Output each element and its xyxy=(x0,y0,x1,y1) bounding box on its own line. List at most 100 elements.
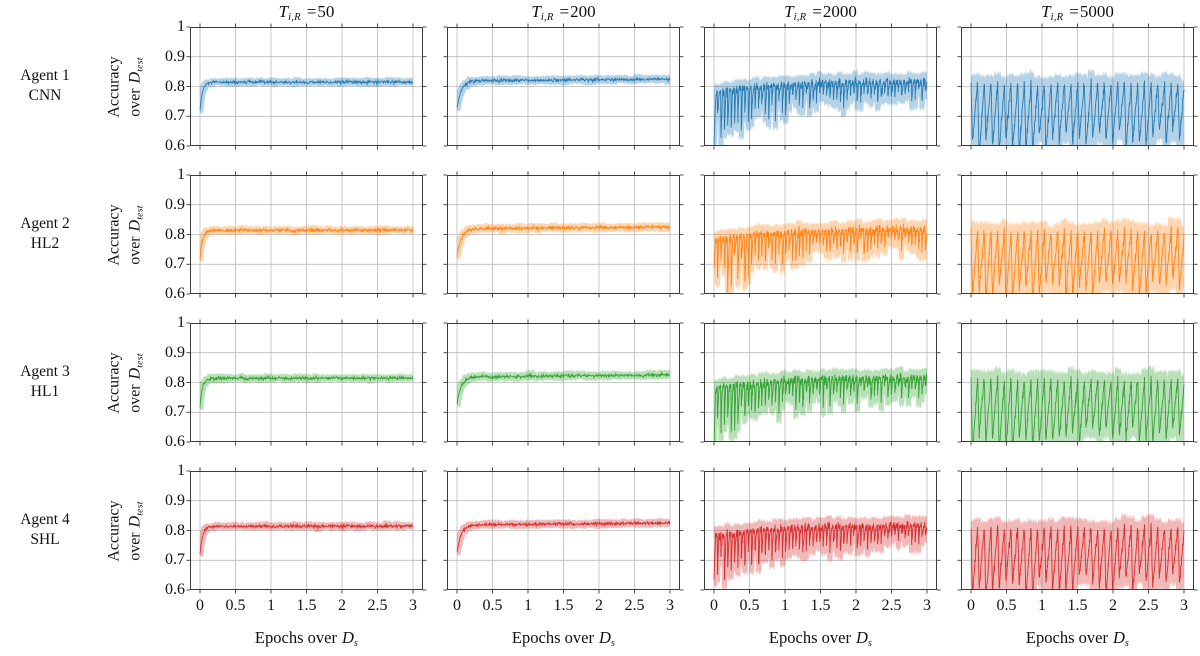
x-tick-label-2.5: 2.5 xyxy=(881,597,902,614)
y-tick-label-0.6: 0.6 xyxy=(165,137,185,154)
confidence-band xyxy=(457,517,670,556)
row-label-agent3: Agent 3 HL1 xyxy=(0,362,90,402)
series-line xyxy=(456,223,671,257)
panel-border xyxy=(961,471,1194,590)
col-title-T: T xyxy=(531,2,541,21)
col-title-subscript: i,R xyxy=(288,11,301,23)
confidence-band xyxy=(457,369,670,408)
y-tick-label-0.8: 0.8 xyxy=(165,373,185,391)
panel-row2-col2 xyxy=(443,171,684,298)
series-line xyxy=(199,226,414,259)
y-tick-label-1: 1 xyxy=(177,314,185,331)
x-tick-label-3: 3 xyxy=(409,597,417,614)
x-tick-label-0: 0 xyxy=(967,597,975,614)
y-tick-label-0.8: 0.8 xyxy=(165,225,185,243)
panel-border xyxy=(961,175,1194,294)
ylabel-subscript: test xyxy=(134,204,146,220)
series-line xyxy=(199,522,414,554)
ylabel-D: D xyxy=(126,515,144,527)
axis-ticks xyxy=(700,23,941,150)
series-line xyxy=(713,520,928,581)
xlabel-D: D xyxy=(1112,628,1125,647)
col-title-value: 50 xyxy=(317,2,335,21)
panel-row1-col1 xyxy=(186,23,427,150)
column-title-50: Ti,R =50 xyxy=(197,0,417,31)
y-axis-label-text: Accuracy over Dtest xyxy=(104,500,151,561)
series-line xyxy=(970,522,1185,590)
series-line xyxy=(713,223,928,293)
row-label-line2: CNN xyxy=(28,86,62,104)
x-tick-label-0.5: 0.5 xyxy=(482,597,503,614)
panel-border xyxy=(447,471,680,590)
panel-row2-col3 xyxy=(700,171,941,298)
xlabel-subscript: s xyxy=(1124,637,1130,649)
series-line xyxy=(199,374,414,408)
x-tick-label-0: 0 xyxy=(453,597,461,614)
row-label-agent2: Agent 2 HL2 xyxy=(0,214,90,254)
panel-border xyxy=(704,27,937,146)
xlabel-prefix: Epochs over xyxy=(1025,628,1108,647)
y-tick-label-0.9: 0.9 xyxy=(165,343,185,361)
ylabel-over: over xyxy=(126,235,144,265)
col-title-subscript: i,R xyxy=(540,11,554,23)
x-tick-label-2: 2 xyxy=(595,597,603,614)
panel-border xyxy=(961,27,1194,146)
y-axis-label: Accuracy over Dtest xyxy=(104,204,151,265)
panel-row4-col1 xyxy=(186,467,427,594)
x-tick-label-3: 3 xyxy=(1180,597,1188,614)
panel-border xyxy=(447,27,680,146)
confidence-band xyxy=(714,513,927,590)
equals-sign: = xyxy=(559,2,570,21)
panel-border xyxy=(447,323,680,442)
x-tick-label-1: 1 xyxy=(524,597,532,614)
x-tick-label-2.5: 2.5 xyxy=(624,597,645,614)
series-line xyxy=(970,225,1185,294)
xlabel-subscript: s xyxy=(610,637,616,649)
confidence-band xyxy=(200,76,413,114)
axis-ticks xyxy=(700,467,941,594)
col-title-value: 200 xyxy=(570,2,596,21)
equals-sign: = xyxy=(1069,2,1079,21)
panel-border xyxy=(447,175,680,294)
xlabel-prefix: Epochs over xyxy=(254,628,337,647)
y-axis-label: Accuracy over Dtest xyxy=(104,56,151,117)
axis-ticks xyxy=(957,467,1198,594)
xlabel-D: D xyxy=(598,628,611,647)
panel-border xyxy=(704,471,937,590)
panel-border xyxy=(190,27,423,146)
panel-row2-col1 xyxy=(186,171,427,298)
xlabel-D: D xyxy=(341,628,354,647)
panel-border xyxy=(190,471,423,590)
ylabel-subscript: test xyxy=(134,56,146,72)
y-tick-label-0.8: 0.8 xyxy=(165,77,185,95)
confidence-band xyxy=(457,221,670,260)
x-tick-label-0.5: 0.5 xyxy=(225,597,246,614)
column-title-2000: Ti,R =2000 xyxy=(711,0,931,31)
panel-border xyxy=(704,323,937,442)
series-line xyxy=(713,76,928,146)
y-tick-label-1: 1 xyxy=(177,462,185,479)
y-axis-label-text: Accuracy over Dtest xyxy=(104,352,151,413)
x-tick-label-3: 3 xyxy=(666,597,674,614)
ylabel-D: D xyxy=(126,71,144,83)
y-tick-label-0.9: 0.9 xyxy=(165,47,185,65)
panel-row4-col2 xyxy=(443,467,684,594)
ylabel-line1: Accuracy xyxy=(105,351,123,414)
row-label-line2: HL2 xyxy=(30,234,60,252)
y-tick-label-0.7: 0.7 xyxy=(165,403,185,421)
row-label-line2: HL1 xyxy=(30,382,60,400)
series-line xyxy=(970,375,1185,442)
axis-ticks xyxy=(443,319,684,446)
grid-lines xyxy=(190,27,423,146)
grid-lines xyxy=(447,471,680,590)
axis-ticks xyxy=(186,23,427,150)
series-line xyxy=(456,371,671,404)
ylabel-line1: Accuracy xyxy=(105,203,123,266)
grid-lines xyxy=(447,323,680,442)
x-axis-label: Epochs over Ds xyxy=(968,628,1188,649)
row-label-line1: Agent 3 xyxy=(20,362,70,380)
panel-row4-col4 xyxy=(957,467,1198,594)
panel-row3-col1 xyxy=(186,319,427,446)
y-tick-label-0.6: 0.6 xyxy=(165,433,185,450)
